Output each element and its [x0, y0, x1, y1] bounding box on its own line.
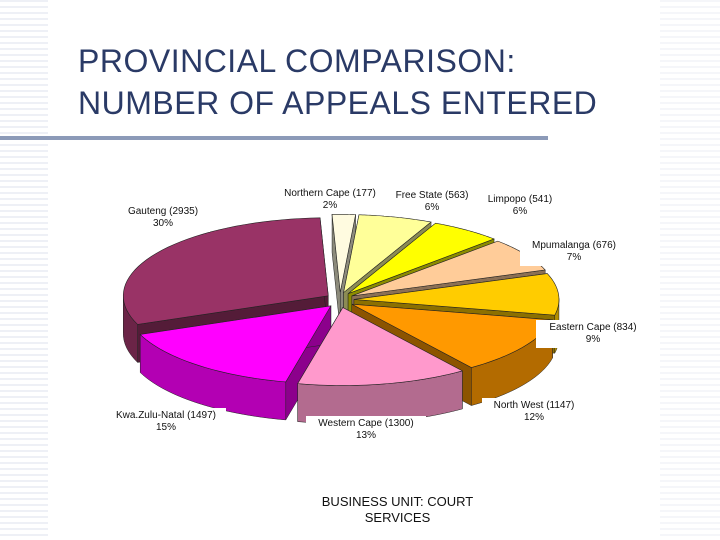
pie-label-percent: 12%: [523, 412, 544, 423]
title-line-1: PROVINCIAL COMPARISON:: [78, 43, 516, 79]
pie-label-western-cape: Western Cape (1300) 13%: [306, 416, 426, 444]
pie-label-name: Kwa.Zulu-Natal (1497): [115, 410, 217, 421]
title-underline: [0, 136, 548, 140]
pie-slice-western-cape: [297, 306, 464, 424]
pie-label-limpopo: Limpopo (541) 6%: [476, 192, 564, 220]
slice-top: [122, 217, 329, 325]
pie-label-name: Limpopo (541): [487, 194, 553, 205]
pie-label-percent: 6%: [512, 206, 528, 217]
pie-label-free-state: Free State (563) 6%: [384, 188, 480, 216]
pie-label-name: North West (1147): [493, 400, 575, 411]
slice-top: [353, 273, 560, 316]
pie-label-percent: 7%: [566, 252, 582, 263]
slice-top: [139, 305, 332, 383]
title-line-2: NUMBER OF APPEALS ENTERED: [78, 85, 598, 121]
pie-label-percent: 9%: [585, 334, 601, 345]
background-stripes-right: [660, 0, 720, 540]
footer-line-2: SERVICES: [364, 510, 431, 525]
slice-top: [347, 222, 495, 294]
background-stripes-left: [0, 0, 48, 540]
pie-label-percent: 30%: [152, 218, 173, 229]
footer-text: BUSINESS UNIT: COURT SERVICES: [300, 494, 495, 526]
slice-top: [297, 307, 464, 386]
pie-label-name: Free State (563): [395, 190, 469, 201]
pie-label-name: Gauteng (2935): [127, 206, 199, 217]
slice-top: [343, 214, 432, 294]
pie-label-north-west: North West (1147) 12%: [482, 398, 586, 426]
pie-label-gauteng: Gauteng (2935) 30%: [116, 204, 210, 232]
pie-label-name: Mpumalanga (676): [532, 240, 616, 251]
pie-label-eastern-cape: Eastern Cape (834) 9%: [536, 320, 650, 348]
pie-label-mpumalanga: Mpumalanga (676) 7%: [520, 238, 628, 266]
pie-label-name: Eastern Cape (834): [549, 322, 637, 333]
pie-label-name: Western Cape (1300): [318, 418, 414, 429]
slide-title: PROVINCIAL COMPARISON: NUMBER OF APPEALS…: [78, 40, 678, 124]
footer-line-1: BUSINESS UNIT: COURT: [321, 494, 474, 509]
slice-top: [331, 214, 356, 293]
pie-label-percent: 13%: [355, 430, 376, 441]
pie-slice-kwa-zulu-natal: [139, 304, 332, 421]
pie-label-percent: 15%: [155, 422, 176, 433]
pie-label-percent: 2%: [322, 200, 338, 211]
pie-label-northern-cape: Northern Cape (177) 2%: [270, 186, 390, 214]
pie-label-kwa-zulu-natal: Kwa.Zulu-Natal (1497) 15%: [106, 408, 226, 436]
pie-label-percent: 6%: [424, 202, 440, 213]
pie-label-name: Northern Cape (177): [284, 188, 376, 199]
